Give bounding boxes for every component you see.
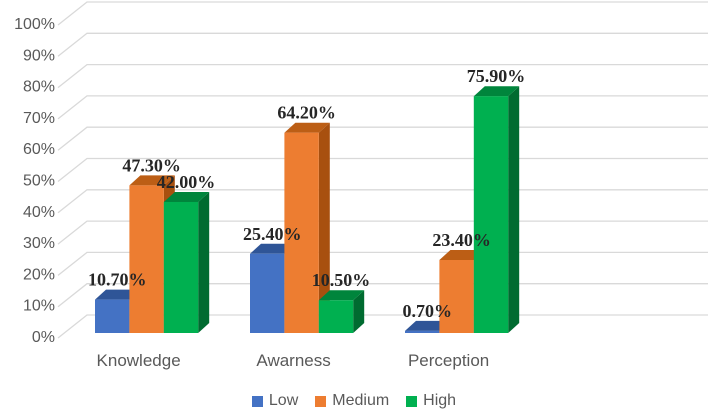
bar-perception-high [473, 96, 509, 333]
data-label-perception-medium: 23.40% [432, 230, 491, 250]
bar-knowledge-high-top [163, 191, 210, 202]
legend-label-high: High [423, 392, 457, 409]
bar-awarness-low-top [250, 243, 296, 254]
bar-awarness-medium-side [318, 122, 330, 333]
bar-knowledge-medium [129, 185, 164, 333]
bar-awarness-medium-top [284, 122, 330, 133]
bar-perception-high-side [508, 86, 520, 333]
legend-label-medium: Medium [332, 392, 390, 409]
legend-swatch-high-icon [406, 395, 418, 407]
x-axis-category-label-awarness: Awarness [256, 351, 330, 370]
bar-perception-medium-top [439, 249, 485, 260]
bar-perception-high-top [473, 86, 520, 97]
data-label-knowledge-medium: 47.30% [122, 155, 181, 175]
y-axis-tick-label-80: 80% [23, 79, 55, 96]
data-label-perception-high: 75.90% [467, 66, 526, 86]
chart-plot-area: 0% 10% 20% 30% 40% 50% 60% 70% 80% 90% 100% Knowled… [14, 1, 708, 370]
bar-awarness-low [250, 253, 285, 333]
y-axis-tick-label-50: 50% [23, 173, 55, 190]
gridline-70 [57, 95, 708, 120]
x-axis-category-label-perception: Perception [408, 351, 489, 370]
bar-awarness-high [318, 300, 354, 333]
gridline-80 [57, 63, 708, 89]
y-axis-tick-label-30: 30% [23, 235, 55, 252]
bar-perception-low-top [405, 320, 451, 331]
gridline-60 [57, 126, 708, 151]
data-label-perception-low: 0.70% [402, 301, 452, 321]
legend-swatch-medium-icon [315, 395, 327, 407]
bar-knowledge-low-top [95, 289, 141, 300]
gridline-100 [57, 1, 708, 26]
legend-swatch-low-icon [251, 395, 263, 407]
y-axis-tick-label-60: 60% [23, 141, 55, 158]
bar-awarness-high-top [318, 290, 365, 301]
bar-perception-medium [439, 259, 474, 333]
legend-item-low: Low [251, 392, 299, 409]
data-label-awarness-low: 25.40% [243, 224, 302, 244]
bar-knowledge-medium-top [129, 175, 175, 186]
y-axis-tick-label-10: 10% [23, 298, 55, 315]
gridline-90 [57, 32, 708, 57]
bar-knowledge-high-side [198, 191, 210, 333]
bar-awarness-high-side [353, 290, 365, 333]
data-label-awarness-high: 10.50% [312, 270, 371, 290]
legend-item-medium: Medium [315, 393, 389, 409]
y-axis-tick-label-90: 90% [23, 47, 55, 64]
bar-perception-low [405, 330, 440, 333]
legend-label-low: Low [268, 392, 299, 409]
chart-legend: Low Medium High [0, 390, 708, 412]
y-axis-tick-label-0: 0% [32, 329, 55, 346]
y-axis-tick-label-100: 100% [14, 16, 55, 33]
legend-item-high: High [406, 393, 456, 409]
data-label-knowledge-low: 10.70% [88, 270, 147, 290]
bar-knowledge-low [95, 299, 130, 333]
bar-knowledge-high [163, 201, 199, 333]
bar-awarness-medium [284, 132, 319, 333]
y-axis-tick-label-40: 40% [23, 204, 55, 221]
x-axis-category-label-knowledge: Knowledge [97, 351, 181, 370]
y-axis-tick-label-20: 20% [23, 266, 55, 283]
data-label-knowledge-high: 42.00% [157, 172, 216, 192]
y-axis-tick-label-70: 70% [23, 110, 55, 127]
data-label-awarness-medium: 64.20% [277, 103, 336, 123]
